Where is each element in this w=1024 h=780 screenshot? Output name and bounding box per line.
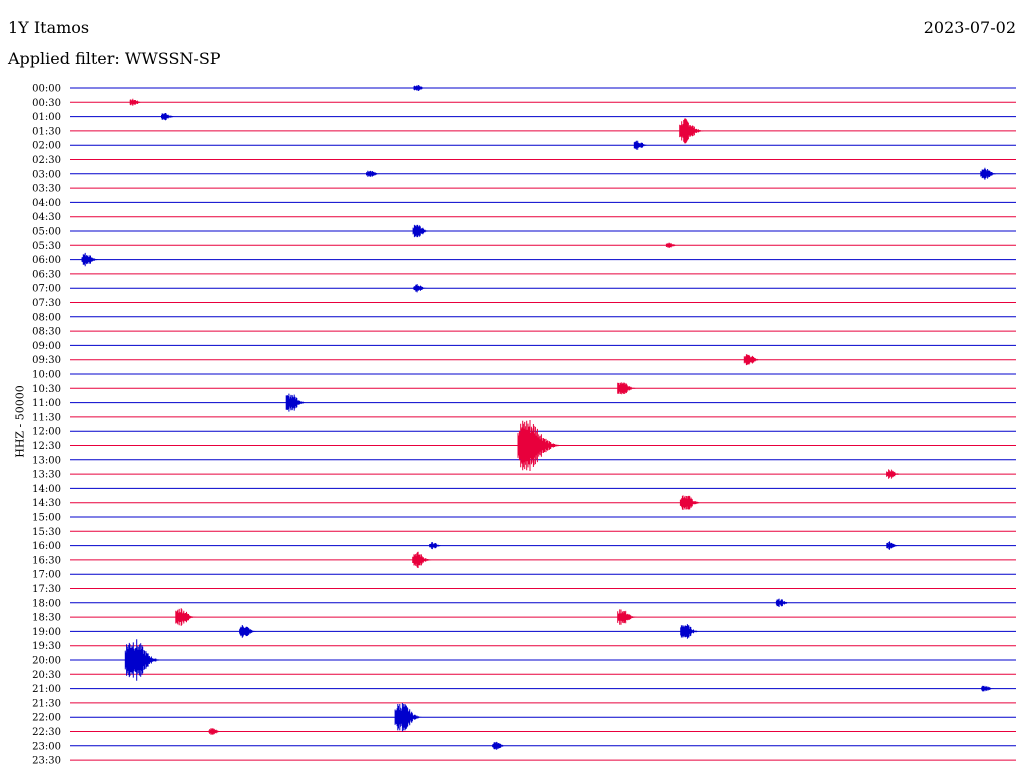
- row-time-label: 07:00: [32, 284, 61, 295]
- seismic-event: [81, 252, 101, 267]
- row-time-label: 21:00: [32, 684, 61, 695]
- filter-label: Applied filter: WWSSN-SP: [8, 49, 221, 68]
- seismic-event: [492, 741, 508, 750]
- row-time-label: 19:00: [32, 627, 61, 638]
- seismic-event: [981, 685, 995, 692]
- seismic-event: [429, 542, 444, 550]
- row-time-label: 14:30: [32, 498, 61, 509]
- seismic-event: [665, 242, 679, 248]
- row-time-label: 13:00: [32, 455, 61, 466]
- trace-rows: 00:00 00:30 01:00 01:30 02:00 02:30 03:00 03:30…: [32, 84, 1016, 767]
- row-time-label: 20:30: [32, 670, 61, 681]
- row-time-label: 21:30: [32, 698, 61, 709]
- row-time-label: 05:00: [32, 227, 61, 238]
- station-title: 1Y Itamos: [8, 18, 90, 37]
- row-time-label: 08:00: [32, 312, 61, 323]
- seismic-event: [743, 354, 763, 366]
- date-label: 2023-07-02: [923, 18, 1016, 37]
- seismic-event: [129, 98, 144, 106]
- row-time-label: 05:30: [32, 241, 61, 252]
- row-time-label: 17:30: [32, 584, 61, 595]
- row-time-label: 01:00: [32, 112, 61, 123]
- row-time-label: 15:30: [32, 527, 61, 538]
- seismic-event: [775, 598, 791, 607]
- row-time-label: 03:30: [32, 184, 61, 195]
- row-time-label: 10:30: [32, 384, 61, 395]
- row-time-label: 14:00: [32, 484, 61, 495]
- seismic-event: [412, 224, 432, 238]
- seismic-event: [517, 420, 564, 471]
- seismic-event: [679, 495, 703, 510]
- row-time-label: 10:00: [32, 370, 61, 381]
- row-time-label: 13:30: [32, 470, 61, 481]
- seismic-event: [285, 393, 308, 412]
- seismic-event: [886, 541, 901, 550]
- seismic-event: [161, 113, 177, 121]
- seismic-event: [680, 624, 702, 639]
- row-time-label: 00:30: [32, 98, 61, 109]
- seismic-event: [617, 382, 639, 395]
- row-time-label: 09:30: [32, 355, 61, 366]
- row-time-label: 04:30: [32, 212, 61, 223]
- seismic-event: [679, 118, 706, 144]
- row-time-label: 23:00: [32, 741, 61, 752]
- seismic-event: [980, 167, 999, 180]
- row-time-label: 12:30: [32, 441, 61, 452]
- seismic-event: [208, 728, 223, 735]
- row-time-label: 12:00: [32, 427, 61, 438]
- row-time-label: 07:30: [32, 298, 61, 309]
- seismic-event: [633, 140, 650, 150]
- seismic-event: [413, 284, 428, 293]
- row-time-label: 22:30: [32, 727, 61, 738]
- row-time-label: 16:00: [32, 541, 61, 552]
- row-time-label: 22:00: [32, 713, 61, 724]
- seismic-event: [175, 608, 199, 626]
- seismic-event: [239, 625, 259, 638]
- seismic-event: [366, 170, 381, 177]
- row-time-label: 11:00: [32, 398, 61, 409]
- row-time-label: 20:00: [32, 656, 61, 667]
- row-time-label: 03:00: [32, 169, 61, 180]
- seismic-event: [413, 85, 427, 91]
- row-time-label: 16:30: [32, 555, 61, 566]
- row-time-label: 09:00: [32, 341, 61, 352]
- row-time-label: 06:30: [32, 269, 61, 280]
- row-time-label: 06:00: [32, 255, 61, 266]
- seismic-event: [412, 551, 434, 568]
- row-time-label: 18:30: [32, 613, 61, 624]
- row-time-label: 08:30: [32, 327, 61, 338]
- seismic-event: [394, 703, 425, 732]
- row-time-label: 19:30: [32, 641, 61, 652]
- row-time-label: 01:30: [32, 126, 61, 137]
- row-time-label: 04:00: [32, 198, 61, 209]
- row-time-label: 17:00: [32, 570, 61, 581]
- seismic-event: [617, 609, 639, 625]
- row-time-label: 15:00: [32, 513, 61, 524]
- row-time-label: 02:00: [32, 141, 61, 152]
- row-time-label: 00:00: [32, 84, 61, 95]
- row-time-label: 02:30: [32, 155, 61, 166]
- row-time-label: 18:00: [32, 598, 61, 609]
- row-time-label: 11:30: [32, 412, 61, 423]
- row-time-label: 23:30: [32, 756, 61, 767]
- seismic-event: [886, 469, 903, 479]
- seismic-event: [124, 639, 164, 681]
